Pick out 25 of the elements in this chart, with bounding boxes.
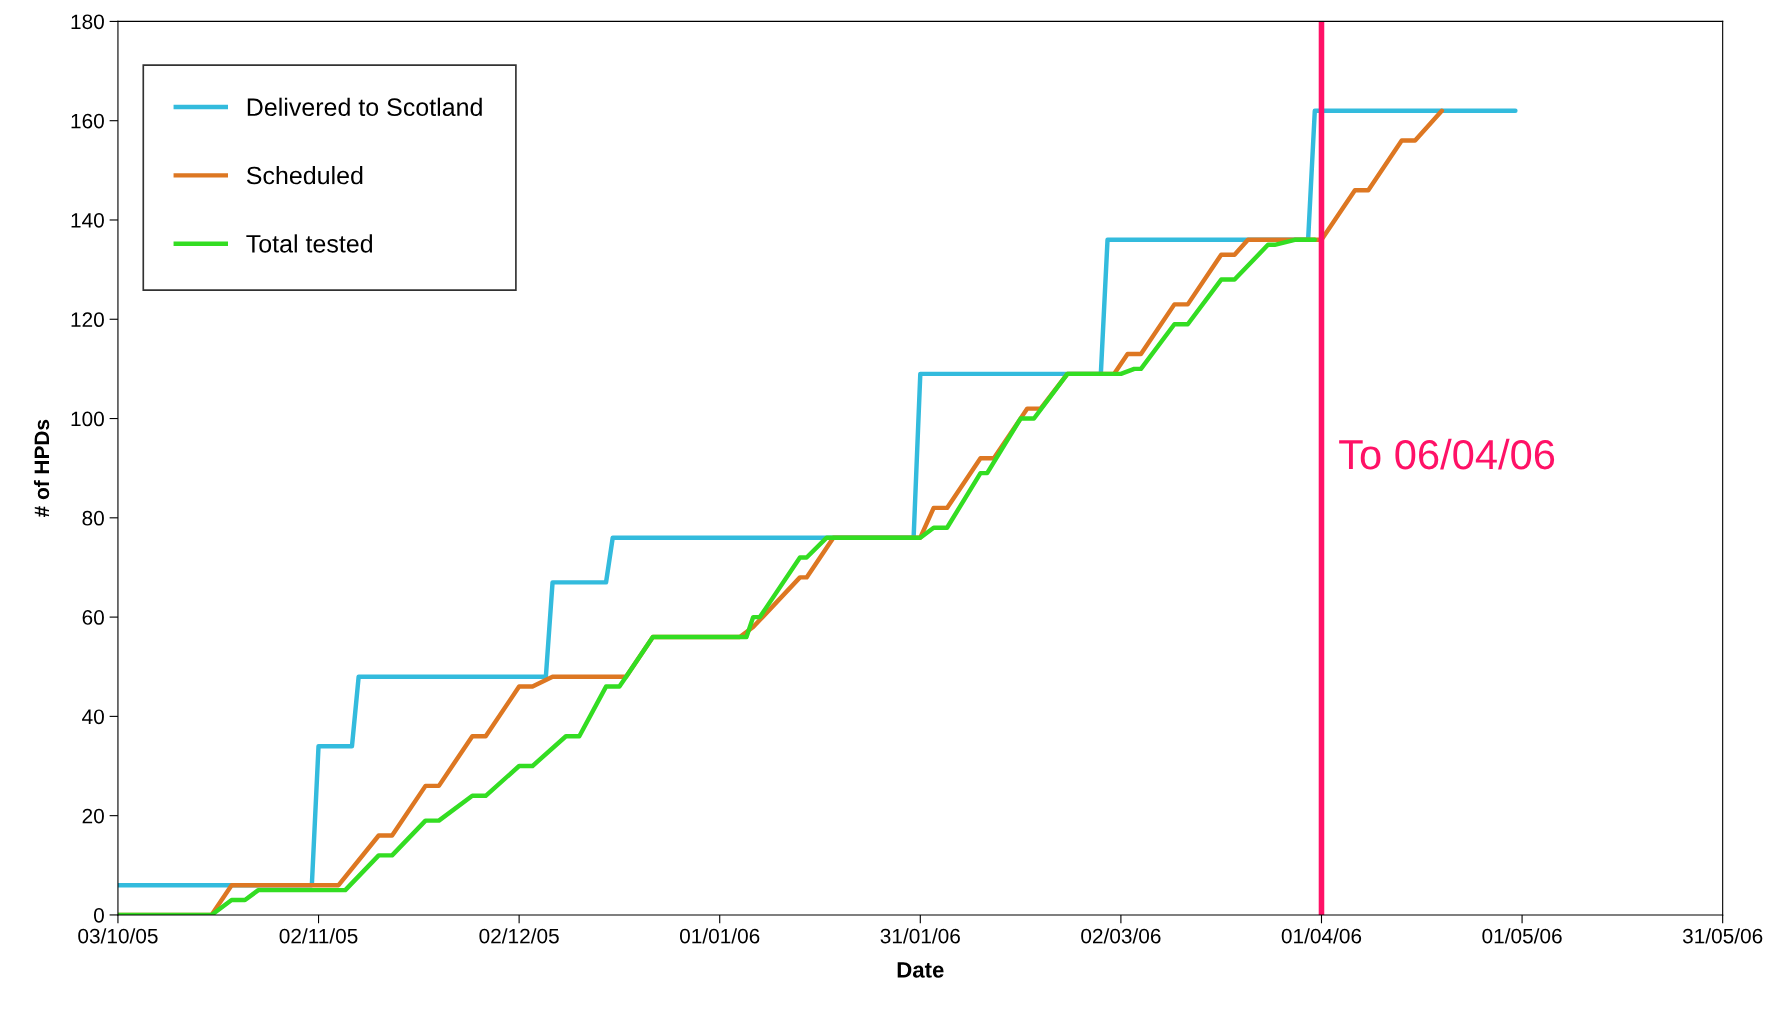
y-tick-label: 180 (71, 14, 104, 30)
y-axis-title: # of HPDs (33, 419, 50, 518)
y-tick-label: 160 (71, 113, 104, 129)
y-tick-label: 140 (71, 212, 104, 228)
y-tick-label: 80 (82, 510, 104, 526)
y-tick-label: 40 (82, 709, 104, 725)
ref-line-label: To 06/04/06 (1339, 438, 1555, 470)
x-tick-label: 01/04/06 (1281, 928, 1362, 944)
x-tick-label: 31/05/06 (1682, 928, 1763, 944)
x-tick-label: 01/01/06 (679, 928, 760, 944)
y-tick-label: 20 (82, 808, 104, 824)
legend-label: Scheduled (246, 166, 363, 185)
x-axis-title: Date (897, 962, 944, 978)
x-tick-label: 02/11/05 (279, 928, 358, 944)
x-tick-label: 02/03/06 (1081, 928, 1161, 944)
y-tick-label: 120 (71, 312, 104, 328)
x-tick-label: 01/05/06 (1482, 928, 1562, 944)
x-tick-label: 02/12/05 (479, 928, 559, 944)
y-tick-label: 100 (71, 411, 104, 427)
legend-label: Delivered to Scotland (247, 97, 482, 117)
x-tick-label: 03/10/05 (78, 928, 158, 944)
x-tick-label: 31/01/06 (880, 928, 960, 944)
legend-label: Total tested (246, 234, 373, 253)
y-tick-label: 60 (82, 610, 104, 625)
y-tick-label: 0 (93, 907, 104, 923)
